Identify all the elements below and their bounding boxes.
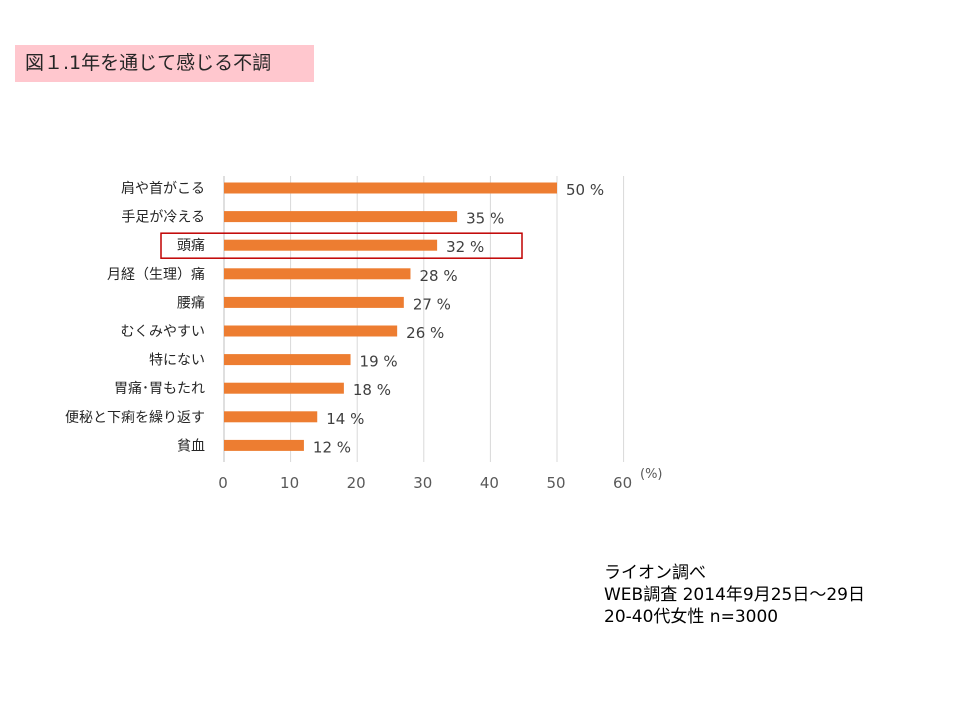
x-tick-label: 10 bbox=[280, 474, 299, 492]
bar bbox=[224, 268, 411, 280]
bar bbox=[224, 354, 351, 366]
bar bbox=[224, 439, 304, 451]
data-label: 27 % bbox=[413, 295, 451, 313]
source-notes: ライオン調べ WEB調査 2014年9月25日～29日 20-40代女性 n=3… bbox=[604, 562, 865, 628]
x-tick-label: 60 bbox=[613, 474, 632, 492]
source-note: ライオン調べ bbox=[604, 563, 706, 583]
category-label: むくみやすい bbox=[120, 324, 205, 340]
data-label: 12 % bbox=[313, 438, 351, 456]
bar bbox=[224, 382, 344, 394]
category-label: 月経（生理）痛 bbox=[107, 266, 205, 283]
bar bbox=[224, 211, 458, 223]
sample-note: 20-40代女性 n=3000 bbox=[604, 607, 779, 627]
data-label: 18 % bbox=[353, 381, 391, 399]
category-label: 手足が冷える bbox=[121, 210, 205, 226]
data-label: 26 % bbox=[406, 324, 444, 342]
category-label: 胃痛･胃もたれ bbox=[114, 380, 205, 397]
highlight-box bbox=[160, 232, 523, 259]
data-label: 28 % bbox=[419, 267, 457, 285]
bar bbox=[224, 325, 398, 337]
x-tick-label: 40 bbox=[480, 474, 499, 492]
category-label: 特にない bbox=[149, 353, 205, 369]
x-tick-label: 20 bbox=[347, 474, 366, 492]
category-label: 肩や首がこる bbox=[121, 181, 205, 197]
category-label: 腰痛 bbox=[177, 294, 205, 311]
data-label: 32 % bbox=[446, 238, 484, 256]
x-tick-label: 30 bbox=[413, 474, 432, 492]
bar bbox=[224, 239, 438, 251]
bar bbox=[224, 296, 404, 308]
survey-note: WEB調査 2014年9月25日～29日 bbox=[604, 585, 865, 605]
category-label: 頭痛 bbox=[177, 237, 205, 254]
x-tick-label: 50 bbox=[546, 474, 565, 492]
x-tick-label: 0 bbox=[218, 474, 228, 492]
bar bbox=[224, 182, 557, 194]
data-label: 35 % bbox=[466, 210, 504, 228]
category-label: 貧血 bbox=[177, 438, 205, 454]
data-label: 14 % bbox=[326, 410, 364, 428]
data-label: 19 % bbox=[360, 353, 398, 371]
category-label: 便秘と下痢を繰り返す bbox=[65, 410, 205, 426]
figure-title: 図１.1年を通じて感じる不調 bbox=[15, 45, 314, 82]
bar bbox=[224, 411, 318, 423]
x-unit-label: (%) bbox=[640, 467, 663, 482]
data-label: 50 % bbox=[566, 181, 604, 199]
